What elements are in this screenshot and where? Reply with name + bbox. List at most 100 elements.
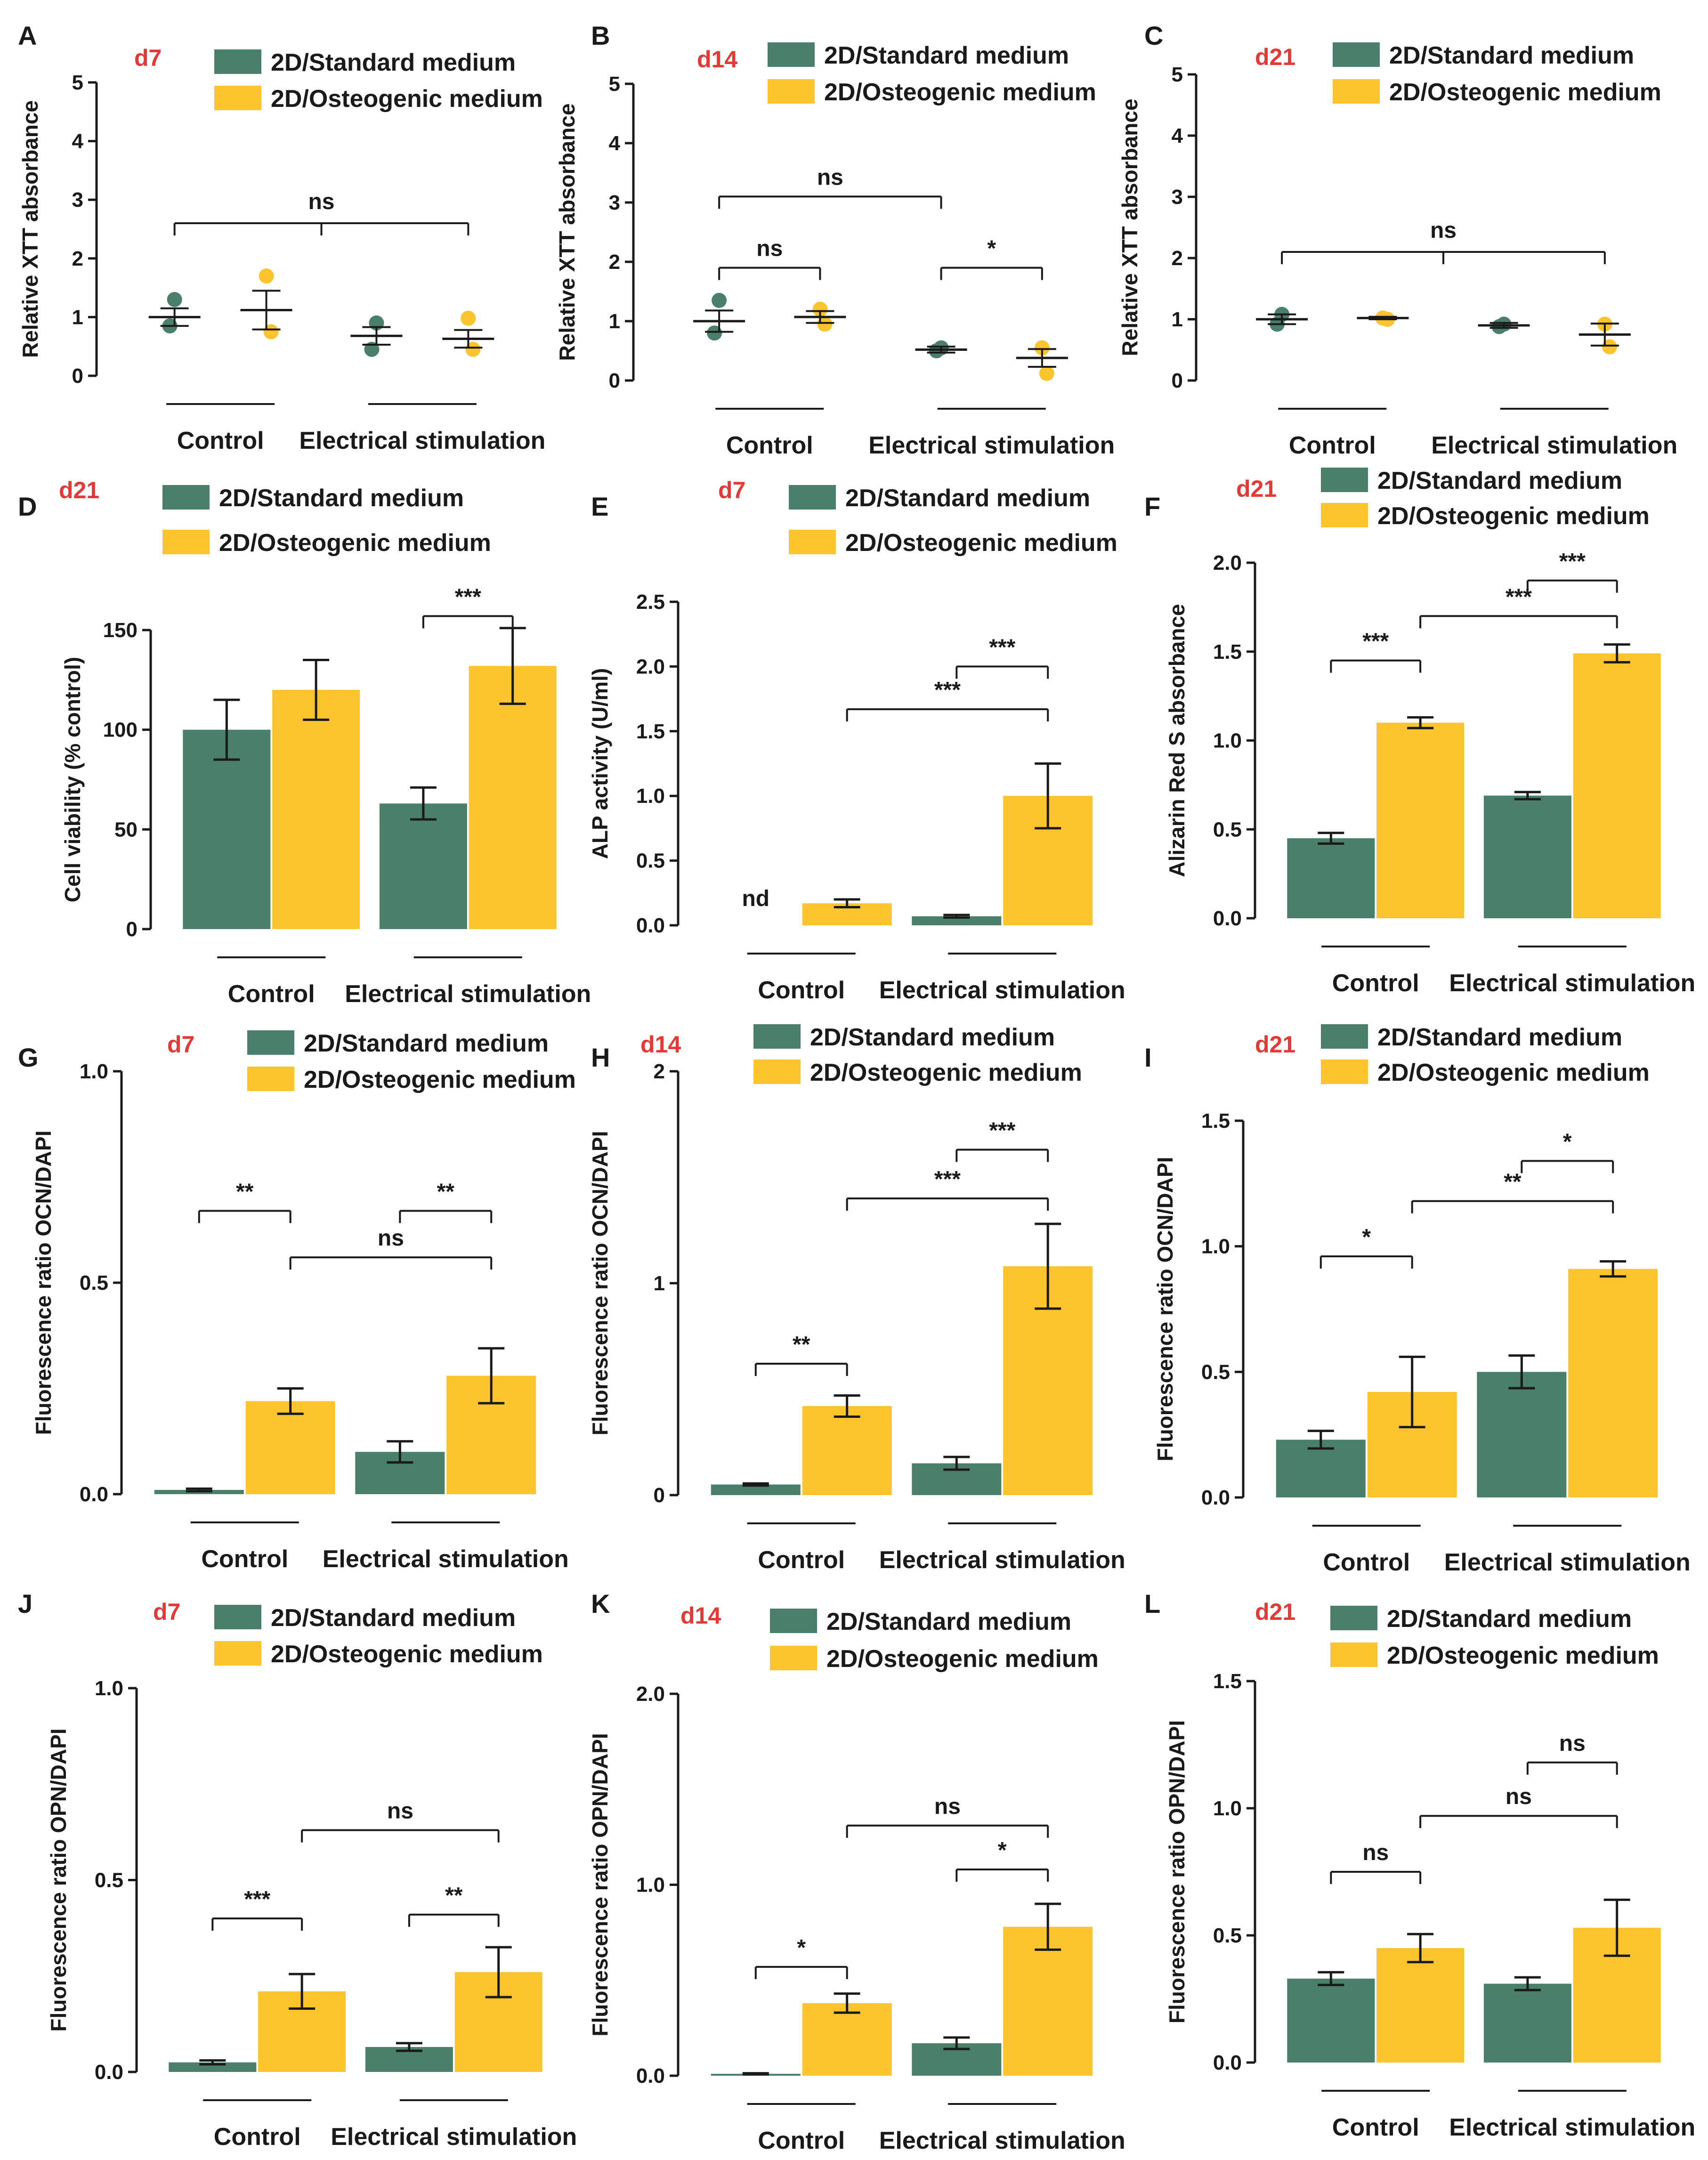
legend-label-osteogenic: 2D/Osteogenic medium — [219, 529, 491, 557]
bar-osteogenic — [469, 666, 557, 929]
y-axis-label: Fluorescence ratio OPN/DAPI — [1165, 1720, 1189, 2023]
group-label-electrical-stimulation: Electrical stimulation — [868, 432, 1115, 459]
y-tick-label: 0 — [72, 364, 83, 388]
group-label-control: Control — [758, 2127, 845, 2154]
y-tick-label: 2.0 — [636, 655, 665, 678]
group-label-control: Control — [177, 427, 264, 454]
day-label: d21 — [1236, 476, 1277, 502]
y-tick-label: 0.0 — [95, 2061, 123, 2084]
legend-label-osteogenic: 2D/Osteogenic medium — [271, 85, 543, 113]
y-tick-label: 2.0 — [636, 1683, 665, 1706]
group-label-electrical-stimulation: Electrical stimulation — [879, 977, 1125, 1004]
y-tick-label: 1.5 — [1213, 640, 1242, 663]
y-tick-label: 0.0 — [636, 2064, 665, 2087]
bar-osteogenic — [1376, 722, 1465, 918]
group-label-electrical-stimulation: Electrical stimulation — [1449, 2114, 1695, 2141]
legend-label-osteogenic: 2D/Osteogenic medium — [845, 529, 1117, 557]
sig-label: ns — [934, 1794, 961, 1819]
legend-swatch-osteogenic — [1330, 1642, 1377, 1667]
panel-e: Ed7 2D/Standard medium 2D/Osteogenic mediu… — [588, 477, 1125, 1004]
sig-label: *** — [1506, 584, 1532, 609]
legend-label-standard: 2D/Standard medium — [824, 42, 1069, 69]
legend-swatch-standard — [162, 485, 210, 510]
legend-swatch-osteogenic — [1321, 503, 1368, 527]
y-tick-label: 0.0 — [1201, 1486, 1230, 1509]
day-label: d7 — [718, 477, 745, 503]
y-tick-label: 4 — [609, 132, 621, 155]
sig-label: ns — [1559, 1731, 1586, 1756]
group-label-electrical-stimulation: Electrical stimulation — [879, 1546, 1125, 1574]
group-label-control: Control — [1332, 2114, 1419, 2141]
y-tick-label: 1 — [72, 306, 83, 329]
day-label: d21 — [1255, 1031, 1295, 1058]
y-tick-label: 0 — [654, 1484, 665, 1507]
bar-standard — [379, 803, 467, 929]
group-label-control: Control — [758, 1546, 845, 1574]
legend-swatch-standard — [1330, 1606, 1377, 1630]
day-label: d14 — [680, 1602, 721, 1629]
legend-swatch-osteogenic — [214, 1641, 261, 1666]
group-label-control: Control — [1289, 432, 1376, 459]
sig-label: ** — [437, 1179, 455, 1204]
day-label: d7 — [167, 1031, 194, 1058]
day-label: d14 — [697, 46, 737, 73]
y-tick-label: 1.0 — [636, 1874, 665, 1897]
y-axis-label: Fluorescence ratio OPN/DAPI — [588, 1733, 612, 2036]
y-axis-label: Cell viability (% control) — [60, 657, 85, 902]
group-label-electrical-stimulation: Electrical stimulation — [345, 980, 591, 1008]
y-tick-label: 0.0 — [636, 914, 665, 937]
y-axis-label: Fluorescence ratio OPN/DAPI — [46, 1728, 71, 2031]
legend-swatch-osteogenic — [214, 86, 261, 110]
y-tick-label: 1 — [609, 310, 620, 333]
legend-swatch-standard — [789, 485, 836, 510]
y-tick-label: 2.5 — [636, 591, 665, 614]
y-tick-label: 0.0 — [1213, 2051, 1242, 2074]
legend-swatch-standard — [753, 1024, 801, 1049]
y-tick-label: 0.5 — [1213, 1924, 1242, 1947]
sig-label: *** — [989, 1118, 1015, 1143]
sig-label: ns — [1506, 1784, 1532, 1809]
legend-swatch-standard — [214, 49, 261, 74]
group-label-electrical-stimulation: Electrical stimulation — [879, 2127, 1125, 2154]
bar-standard — [1483, 1983, 1571, 2063]
y-tick-label: 50 — [114, 818, 138, 841]
y-tick-label: 1.0 — [80, 1060, 108, 1083]
bar-standard — [912, 916, 1002, 925]
sig-label: ns — [817, 165, 843, 190]
day-label: d14 — [640, 1031, 681, 1058]
sig-label: ns — [1362, 1840, 1389, 1865]
sig-label: ** — [445, 1883, 463, 1908]
bar-osteogenic — [1568, 1269, 1658, 1497]
bar-osteogenic — [272, 690, 360, 929]
y-tick-label: 1.0 — [636, 785, 665, 808]
y-tick-label: 1.5 — [1201, 1109, 1230, 1133]
panel-label: L — [1144, 1589, 1160, 1618]
legend-swatch-osteogenic — [768, 79, 815, 104]
panel-label: D — [18, 492, 37, 521]
y-tick-label: 100 — [103, 719, 138, 742]
legend-label-standard: 2D/Standard medium — [1387, 1605, 1632, 1633]
y-tick-label: 0 — [1172, 369, 1183, 392]
y-tick-label: 5 — [1172, 63, 1183, 86]
y-tick-label: 0.0 — [1213, 907, 1242, 930]
bar-standard — [1477, 1372, 1567, 1497]
y-tick-label: 3 — [72, 188, 83, 211]
sig-label: * — [998, 1838, 1007, 1863]
data-point-standard — [712, 292, 727, 308]
y-tick-label: 5 — [609, 73, 620, 96]
bar-standard — [711, 1484, 801, 1495]
sig-label: ns — [387, 1799, 413, 1824]
bar-osteogenic — [802, 1406, 892, 1495]
bar-osteogenic — [802, 2003, 892, 2076]
group-label-control: Control — [1323, 1549, 1410, 1576]
legend-label-osteogenic: 2D/Osteogenic medium — [1387, 1642, 1659, 1669]
legend-label-standard: 2D/Standard medium — [219, 485, 464, 512]
panel-label: B — [591, 21, 610, 50]
sig-label: * — [1362, 1225, 1371, 1250]
legend-swatch-osteogenic — [770, 1646, 817, 1670]
y-tick-label: 0.5 — [1201, 1360, 1230, 1383]
legend-label-standard: 2D/Standard medium — [271, 49, 516, 76]
